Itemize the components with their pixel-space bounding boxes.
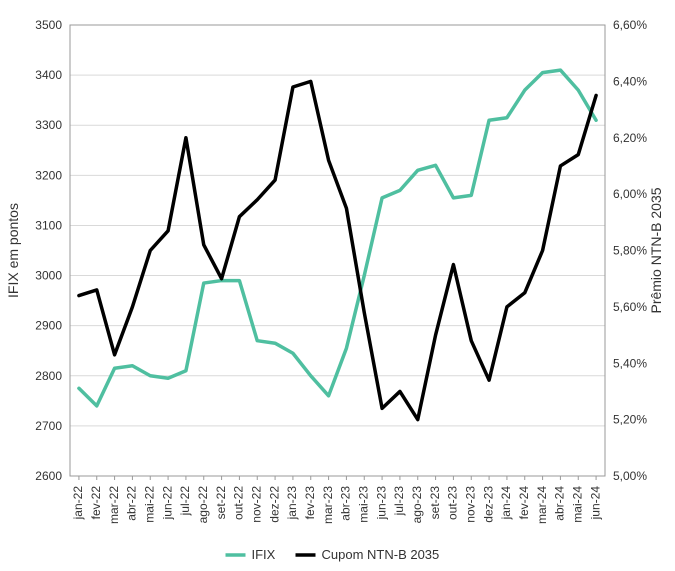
x-tick-label: nov-23 — [463, 486, 477, 523]
x-tick-label: abr-22 — [125, 486, 139, 521]
x-tick-label: mar-23 — [321, 486, 335, 524]
y-left-tick-label: 2900 — [35, 319, 62, 333]
x-tick-label: out-22 — [232, 486, 246, 520]
x-tick-label: jan-23 — [285, 486, 299, 521]
legend-label: IFIX — [252, 547, 276, 562]
x-tick-label: jul-22 — [178, 486, 192, 517]
x-tick-label: set-22 — [214, 486, 228, 520]
y-right-tick-label: 5,40% — [613, 356, 647, 370]
y-left-tick-label: 3000 — [35, 269, 62, 283]
y-right-tick-label: 6,60% — [613, 18, 647, 32]
x-tick-label: ago-22 — [196, 486, 210, 524]
x-tick-label: mai-24 — [570, 486, 584, 523]
x-tick-label: fev-22 — [89, 486, 103, 520]
x-tick-label: ago-23 — [410, 486, 424, 524]
y-left-tick-label: 2700 — [35, 419, 62, 433]
y-left-tick-label: 3200 — [35, 168, 62, 182]
x-tick-label: mar-22 — [107, 486, 121, 524]
x-tick-label: out-23 — [446, 486, 460, 520]
x-tick-label: fev-24 — [517, 486, 531, 520]
y-left-tick-label: 2600 — [35, 469, 62, 483]
x-tick-label: dez-23 — [481, 486, 495, 523]
y-right-tick-label: 5,80% — [613, 244, 647, 258]
y-right-tick-label: 5,20% — [613, 413, 647, 427]
y-left-tick-label: 2800 — [35, 369, 62, 383]
y-right-axis-label: Prêmio NTN-B 2035 — [648, 187, 664, 313]
x-tick-label: abr-24 — [553, 486, 567, 521]
x-tick-label: abr-23 — [339, 486, 353, 521]
y-left-tick-label: 3100 — [35, 218, 62, 232]
x-tick-label: mai-22 — [142, 486, 156, 523]
x-tick-label: nov-22 — [249, 486, 263, 523]
y-right-tick-label: 5,60% — [613, 300, 647, 314]
x-tick-label: mar-24 — [535, 486, 549, 524]
chart-svg: 2600 2700 2800 2900 3000 3100 3200 3300 3400 3500… — [0, 0, 675, 571]
y-left-tick-label: 3500 — [35, 18, 62, 32]
y-right-tick-label: 6,20% — [613, 131, 647, 145]
dual-axis-line-chart: 2600 2700 2800 2900 3000 3100 3200 3300 3400 3500… — [0, 0, 675, 571]
y-left-axis-label: IFIX em pontos — [5, 203, 21, 298]
x-tick-label: mai-23 — [356, 486, 370, 523]
x-tick-label: dez-22 — [267, 486, 281, 523]
y-right-tick-label: 5,00% — [613, 469, 647, 483]
y-right-tick-label: 6,00% — [613, 187, 647, 201]
x-tick-label: jul-23 — [392, 486, 406, 517]
x-tick-label: jun-24 — [588, 486, 602, 521]
y-left-tick-label: 3400 — [35, 68, 62, 82]
legend-label: Cupom NTN-B 2035 — [322, 547, 440, 562]
x-tick-label: jan-24 — [499, 486, 513, 521]
x-tick-label: jun-22 — [160, 486, 174, 521]
y-left-tick-label: 3300 — [35, 118, 62, 132]
y-right-tick-label: 6,40% — [613, 74, 647, 88]
x-tick-label: set-23 — [428, 486, 442, 520]
x-tick-label: fev-23 — [303, 486, 317, 520]
x-tick-label: jan-22 — [71, 486, 85, 521]
x-tick-label: jun-23 — [374, 486, 388, 521]
